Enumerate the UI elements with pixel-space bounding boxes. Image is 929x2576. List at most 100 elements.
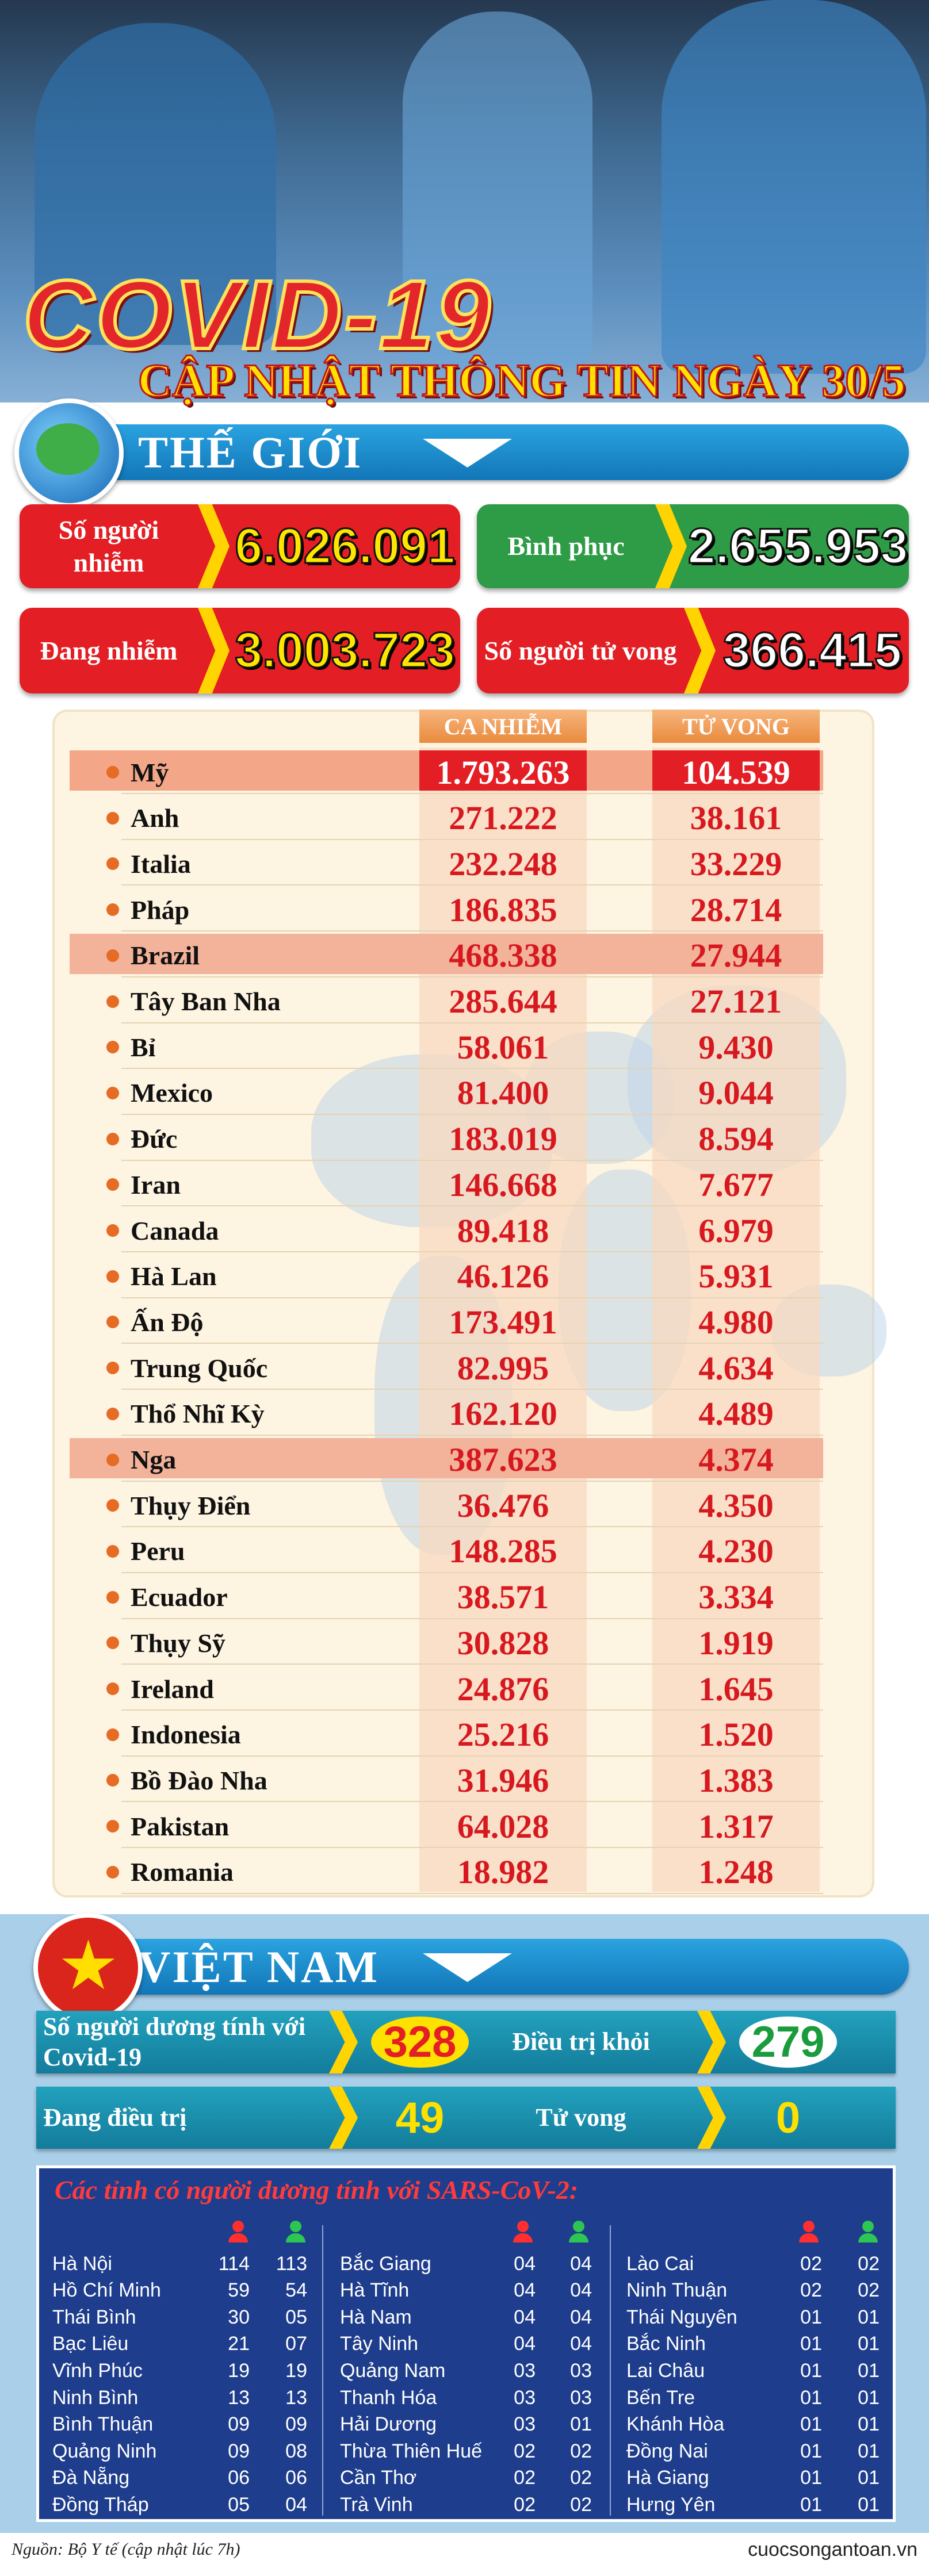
province-positive: 01 bbox=[800, 2413, 822, 2436]
stat-value: 3.003.723 bbox=[234, 622, 456, 679]
province-recovered: 02 bbox=[570, 2440, 592, 2462]
province-positive: 01 bbox=[800, 2467, 822, 2489]
stat-label: Tử vong bbox=[536, 2103, 626, 2132]
country-cases: 58.061 bbox=[457, 1028, 549, 1066]
province-positive: 06 bbox=[228, 2467, 250, 2489]
row-divider bbox=[121, 1526, 823, 1528]
country-name: Mexico bbox=[131, 1078, 213, 1108]
province-name: Hồ Chí Minh bbox=[52, 2279, 161, 2302]
province-name: Hưng Yên bbox=[626, 2493, 716, 2516]
country-cases: 38.571 bbox=[457, 1578, 549, 1616]
province-recovered: 02 bbox=[570, 2467, 592, 2489]
bullet bbox=[106, 1728, 119, 1741]
country-name: Iran bbox=[131, 1170, 181, 1199]
country-deaths: 6.979 bbox=[698, 1212, 774, 1249]
province-recovered: 01 bbox=[570, 2413, 592, 2436]
country-deaths: 27.121 bbox=[690, 983, 782, 1020]
province-name: Bến Tre bbox=[626, 2386, 695, 2409]
country-cases: 46.126 bbox=[457, 1258, 549, 1295]
province-positive: 59 bbox=[228, 2279, 250, 2302]
province-name: Lai Châu bbox=[626, 2359, 705, 2382]
row-highlight bbox=[70, 933, 823, 974]
country-cases: 148.285 bbox=[449, 1532, 557, 1570]
chevron bbox=[198, 608, 230, 693]
province-name: Bắc Ninh bbox=[626, 2333, 706, 2355]
country-table: CA NHIỄM TỬ VONG Mỹ 1.793.263 104.539 Anh 271.… bbox=[52, 710, 886, 1897]
country-name: Bồ Đào Nha bbox=[131, 1765, 267, 1795]
person-icon-head bbox=[573, 2221, 584, 2232]
province-recovered: 07 bbox=[285, 2333, 307, 2355]
stat-value: 328 bbox=[383, 2018, 457, 2067]
province-name: Bắc Giang bbox=[340, 2252, 431, 2275]
province-name: Hà Giang bbox=[626, 2467, 709, 2489]
person-icon-head bbox=[517, 2221, 529, 2232]
stat-value: 366.415 bbox=[722, 622, 903, 679]
cell-highlight bbox=[652, 750, 820, 791]
province-recovered: 01 bbox=[858, 2440, 880, 2462]
country-name: Brazil bbox=[131, 941, 200, 971]
country-deaths: 27.944 bbox=[690, 937, 782, 975]
country-name: Canada bbox=[131, 1216, 219, 1245]
province-name: Hà Nam bbox=[340, 2306, 412, 2328]
province-recovered: 19 bbox=[285, 2359, 307, 2382]
person-icon-head bbox=[290, 2221, 301, 2232]
country-cases: 31.946 bbox=[457, 1761, 549, 1799]
person-icon-body bbox=[569, 2233, 588, 2242]
country-name: Indonesia bbox=[131, 1720, 241, 1750]
country-deaths: 9.044 bbox=[698, 1074, 774, 1112]
country-deaths: 9.430 bbox=[698, 1028, 774, 1066]
vietnam-flag bbox=[33, 1913, 143, 2022]
province-name: Lào Cai bbox=[626, 2252, 694, 2275]
province-name: Hải Dương bbox=[340, 2413, 437, 2436]
country-deaths: 3.334 bbox=[698, 1578, 774, 1616]
province-recovered: 06 bbox=[285, 2467, 307, 2489]
country-cases: 271.222 bbox=[449, 799, 557, 837]
province-positive: 04 bbox=[514, 2333, 536, 2355]
country-name: Bỉ bbox=[131, 1032, 156, 1062]
provinces-title: Các tỉnh có người dương tính với SARS-Co… bbox=[55, 2175, 579, 2205]
stat-label: Điều trị khỏi bbox=[512, 2027, 650, 2056]
row-divider bbox=[121, 793, 823, 794]
province-name: Hà Nội bbox=[52, 2252, 112, 2275]
bullet bbox=[106, 1774, 119, 1787]
country-cases: 162.120 bbox=[449, 1395, 557, 1433]
country-deaths: 38.161 bbox=[690, 799, 782, 837]
bullet bbox=[106, 766, 119, 779]
person-icon-body bbox=[286, 2233, 305, 2242]
bullet bbox=[106, 1362, 119, 1375]
country-name: Italia bbox=[131, 849, 191, 879]
bullet bbox=[106, 949, 119, 962]
province-recovered: 01 bbox=[858, 2467, 880, 2489]
bullet bbox=[106, 1224, 119, 1237]
country-cases: 387.623 bbox=[449, 1441, 557, 1478]
province-positive: 01 bbox=[800, 2333, 822, 2355]
column-header: CA NHIỄM bbox=[419, 710, 587, 743]
row-divider bbox=[121, 1434, 823, 1436]
province-name: Thái Bình bbox=[52, 2306, 136, 2328]
province-recovered: 01 bbox=[858, 2306, 880, 2328]
country-deaths: 1.248 bbox=[698, 1853, 774, 1891]
province-name: Tây Ninh bbox=[340, 2333, 419, 2355]
country-name: Thụy Sỹ bbox=[131, 1628, 225, 1658]
country-deaths: 1.919 bbox=[698, 1624, 774, 1662]
row-divider bbox=[121, 1663, 823, 1665]
row-divider bbox=[121, 1343, 823, 1344]
province-name: Ninh Thuận bbox=[626, 2279, 728, 2302]
bullet bbox=[106, 1453, 119, 1466]
subtitle: CẬP NHẬT THÔNG TIN NGÀY 30/5 bbox=[137, 354, 906, 408]
row-divider bbox=[121, 1571, 823, 1573]
province-name: Thái Nguyên bbox=[626, 2306, 737, 2328]
province-positive: 02 bbox=[514, 2440, 536, 2462]
country-name: Pháp bbox=[131, 895, 190, 925]
province-recovered: 113 bbox=[276, 2252, 307, 2275]
row-divider bbox=[121, 1755, 823, 1757]
row-divider bbox=[121, 1159, 823, 1161]
section-title: THẾ GIỚI bbox=[138, 427, 363, 477]
country-deaths: 1.520 bbox=[698, 1716, 774, 1754]
province-recovered: 09 bbox=[285, 2413, 307, 2436]
bullet bbox=[106, 1041, 119, 1054]
bullet bbox=[106, 1316, 119, 1329]
section-title: VIỆT NAM bbox=[138, 1941, 380, 1992]
province-name: Bạc Liêu bbox=[52, 2333, 129, 2355]
province-recovered: 01 bbox=[858, 2333, 880, 2355]
